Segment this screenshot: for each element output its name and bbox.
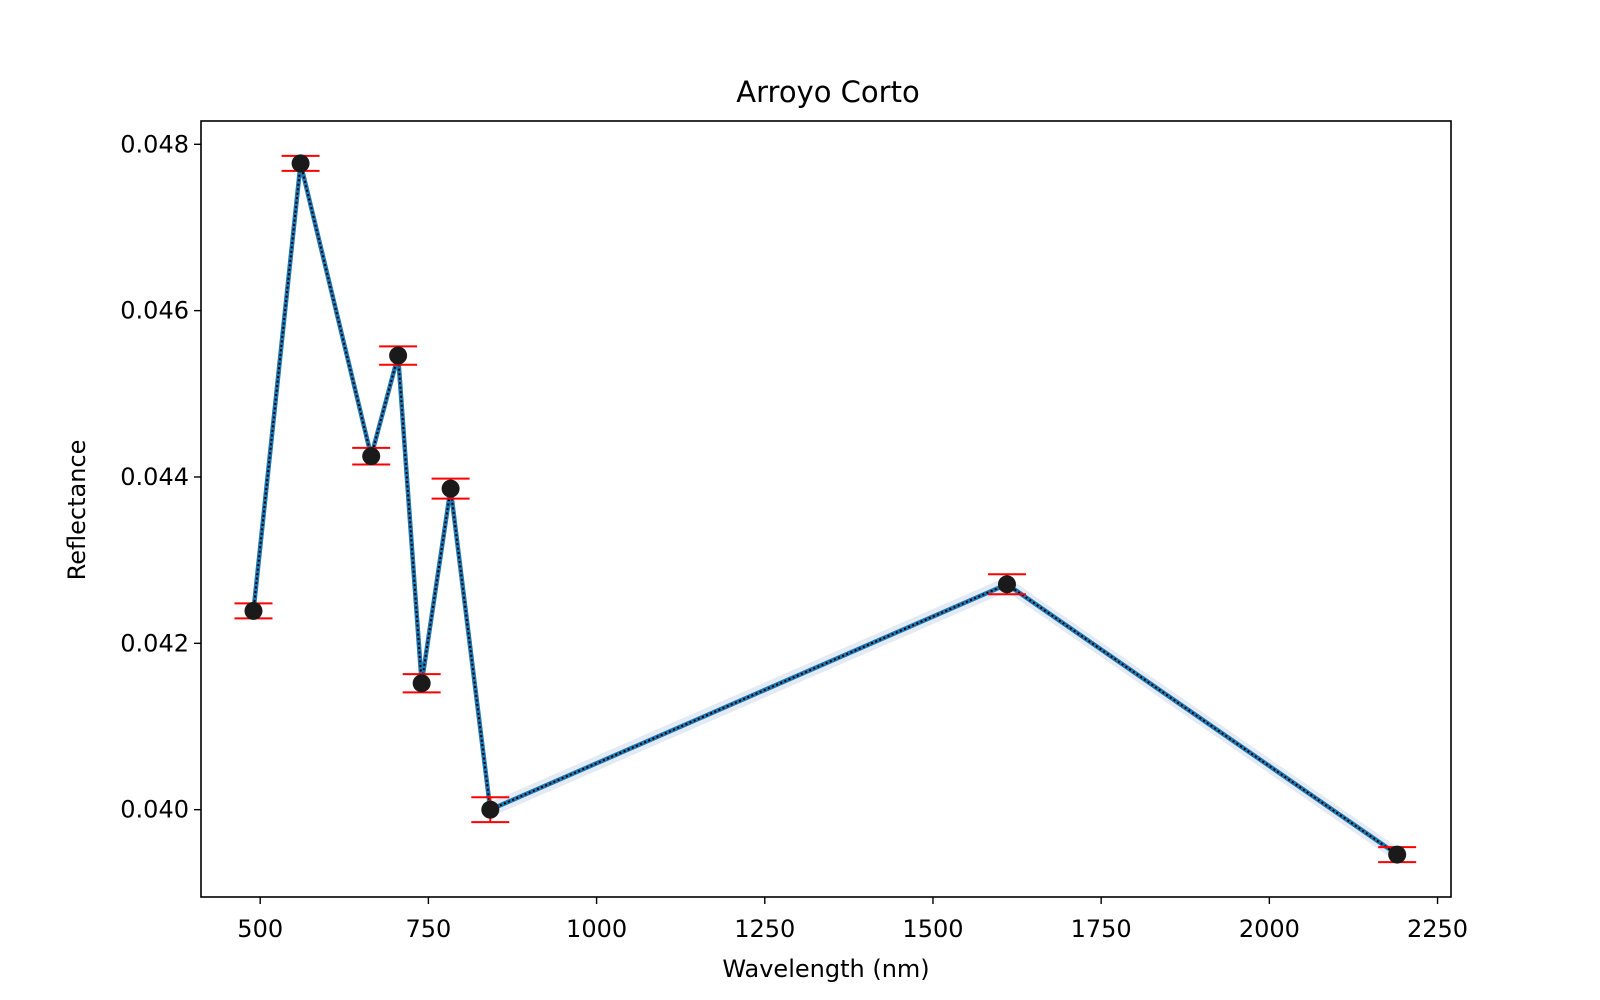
data-point (1388, 845, 1407, 864)
y-tick-label: 0.046 (120, 297, 189, 325)
x-tick-label: 500 (237, 915, 283, 943)
y-tick-label: 0.042 (120, 629, 189, 657)
data-point (441, 479, 460, 498)
y-axis-label: Reflectance (63, 440, 91, 581)
y-axis: 0.040 0.042 0.044 0.046 0.048 (120, 130, 201, 824)
x-tick-label: 2000 (1239, 915, 1300, 943)
y-tick-label: 0.048 (120, 130, 189, 158)
data-point (412, 674, 431, 693)
x-axis: 500 750 1000 1250 1500 1750 2000 2250 (237, 897, 1468, 943)
y-tick-label: 0.040 (120, 796, 189, 824)
x-tick-label: 1500 (902, 915, 963, 943)
x-axis-label: Wavelength (nm) (722, 955, 929, 983)
data-point (244, 601, 263, 620)
x-tick-label: 1000 (566, 915, 627, 943)
plot-frame (200, 120, 1452, 898)
x-tick-label: 2250 (1407, 915, 1468, 943)
y-tick-label: 0.044 (120, 463, 189, 491)
data-points (244, 154, 1407, 864)
data-point (291, 154, 310, 173)
data-point (389, 346, 408, 365)
x-tick-label: 1750 (1071, 915, 1132, 943)
chart-title: Arroyo Corto (736, 75, 919, 109)
data-point (481, 800, 500, 819)
x-tick-label: 750 (405, 915, 451, 943)
data-point (997, 575, 1016, 594)
x-tick-label: 1250 (734, 915, 795, 943)
data-point (362, 447, 381, 466)
